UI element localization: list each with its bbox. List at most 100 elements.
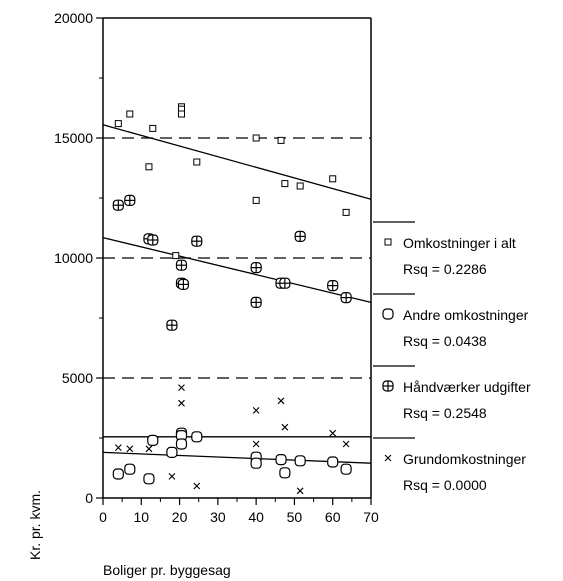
legend: Omkostninger i alt Rsq = 0.2286 Andre omko… [373,221,531,493]
data-point [340,292,352,304]
x-stroke-b [296,487,304,495]
data-point [252,196,260,204]
data-point [191,235,203,247]
data-point [147,234,159,246]
data-point [329,429,337,437]
axis-ticks: 0 10 20 30 40 50 60 70 0 5000 10000 15000 20000 [54,10,379,525]
data-point [279,277,291,289]
x-stroke-b [252,407,260,414]
legend-entry: Andre omkostninger Rsq = 0.0438 [373,293,529,349]
x-tick-label: 40 [248,509,264,525]
data-point [112,199,124,211]
y-tick-label: 10000 [54,250,93,266]
square-marker [193,158,201,166]
x-tick-label: 0 [99,509,107,525]
square-marker [114,120,122,128]
data-point [175,438,188,450]
data-point [177,110,185,118]
x-stroke-b [178,399,185,407]
square-marker [126,110,134,118]
x-tick-label: 30 [210,509,226,525]
y-tick-label: 20000 [54,10,93,26]
legend-rsq-label: Rsq = 0.2548 [403,405,487,421]
x-stroke-b [126,445,134,453]
circle-marker [279,467,291,479]
data-point [277,136,285,144]
legend-marker [382,380,394,392]
circle-marker [340,463,352,475]
legend-marker [384,238,392,246]
x-stroke-b [342,440,350,448]
data-point [277,397,285,405]
circle-marker [112,468,124,480]
data-point [327,280,339,292]
x-tick-label: 60 [325,509,341,525]
data-point [342,208,350,216]
data-point [166,446,178,458]
data-point [193,158,201,166]
square-marker [342,208,350,216]
x-axis-title: Boliger pr. byggesag [103,562,231,578]
square-marker [252,196,260,204]
data-point [252,134,260,142]
data-point [114,120,122,128]
legend-rsq-label: Rsq = 0.2286 [403,261,487,277]
legend-marker [384,454,392,462]
circle-marker [147,434,159,446]
data-point [296,182,304,190]
x-stroke-b [384,454,392,462]
data-point [149,124,157,132]
x-stroke-b [193,482,201,490]
circle-marker [275,454,287,466]
data-point [296,487,304,495]
x-stroke-b [277,397,285,405]
legend-entry: Grundomkostninger Rsq = 0.0000 [373,437,526,493]
data-point [329,175,337,183]
data-point [178,399,185,407]
data-point [126,110,134,118]
y-tick-label: 0 [85,490,93,506]
data-point [250,457,262,469]
legend-label: Omkostninger i alt [403,235,516,251]
data-point [147,434,159,446]
data-point [281,423,289,431]
legend-label: Håndværker udgifter [403,379,531,395]
data-point [168,473,176,480]
x-stroke-b [114,444,122,451]
data-point [250,296,262,308]
square-marker [252,134,260,142]
square-marker [277,136,285,144]
square-marker [281,180,289,188]
legend-marker [382,308,394,320]
x-stroke-b [178,384,185,391]
square-marker [329,175,337,183]
x-stroke-b [168,473,176,480]
fit-line [102,451,372,464]
circle-marker [382,308,394,320]
circle-marker [143,473,155,485]
data-point [177,278,189,290]
reference-lines [103,137,371,379]
data-points [112,103,352,495]
data-point [342,440,350,448]
data-point [114,444,122,451]
square-marker [149,124,157,132]
y-tick-label: 15000 [54,130,93,146]
data-point [175,259,188,271]
data-point [279,467,291,479]
square-marker [296,182,304,190]
data-point [126,445,134,453]
data-point [250,262,262,274]
square-marker [177,110,185,118]
data-point [166,319,178,331]
legend-entry: Omkostninger i alt Rsq = 0.2286 [373,221,516,277]
data-point [294,230,306,242]
data-point [193,482,201,490]
legend-label: Grundomkostninger [403,451,526,467]
x-tick-label: 20 [172,509,188,525]
data-point [252,407,260,414]
x-tick-label: 50 [287,509,303,525]
square-marker [172,252,180,260]
x-tick-label: 10 [133,509,149,525]
data-point [294,455,306,467]
